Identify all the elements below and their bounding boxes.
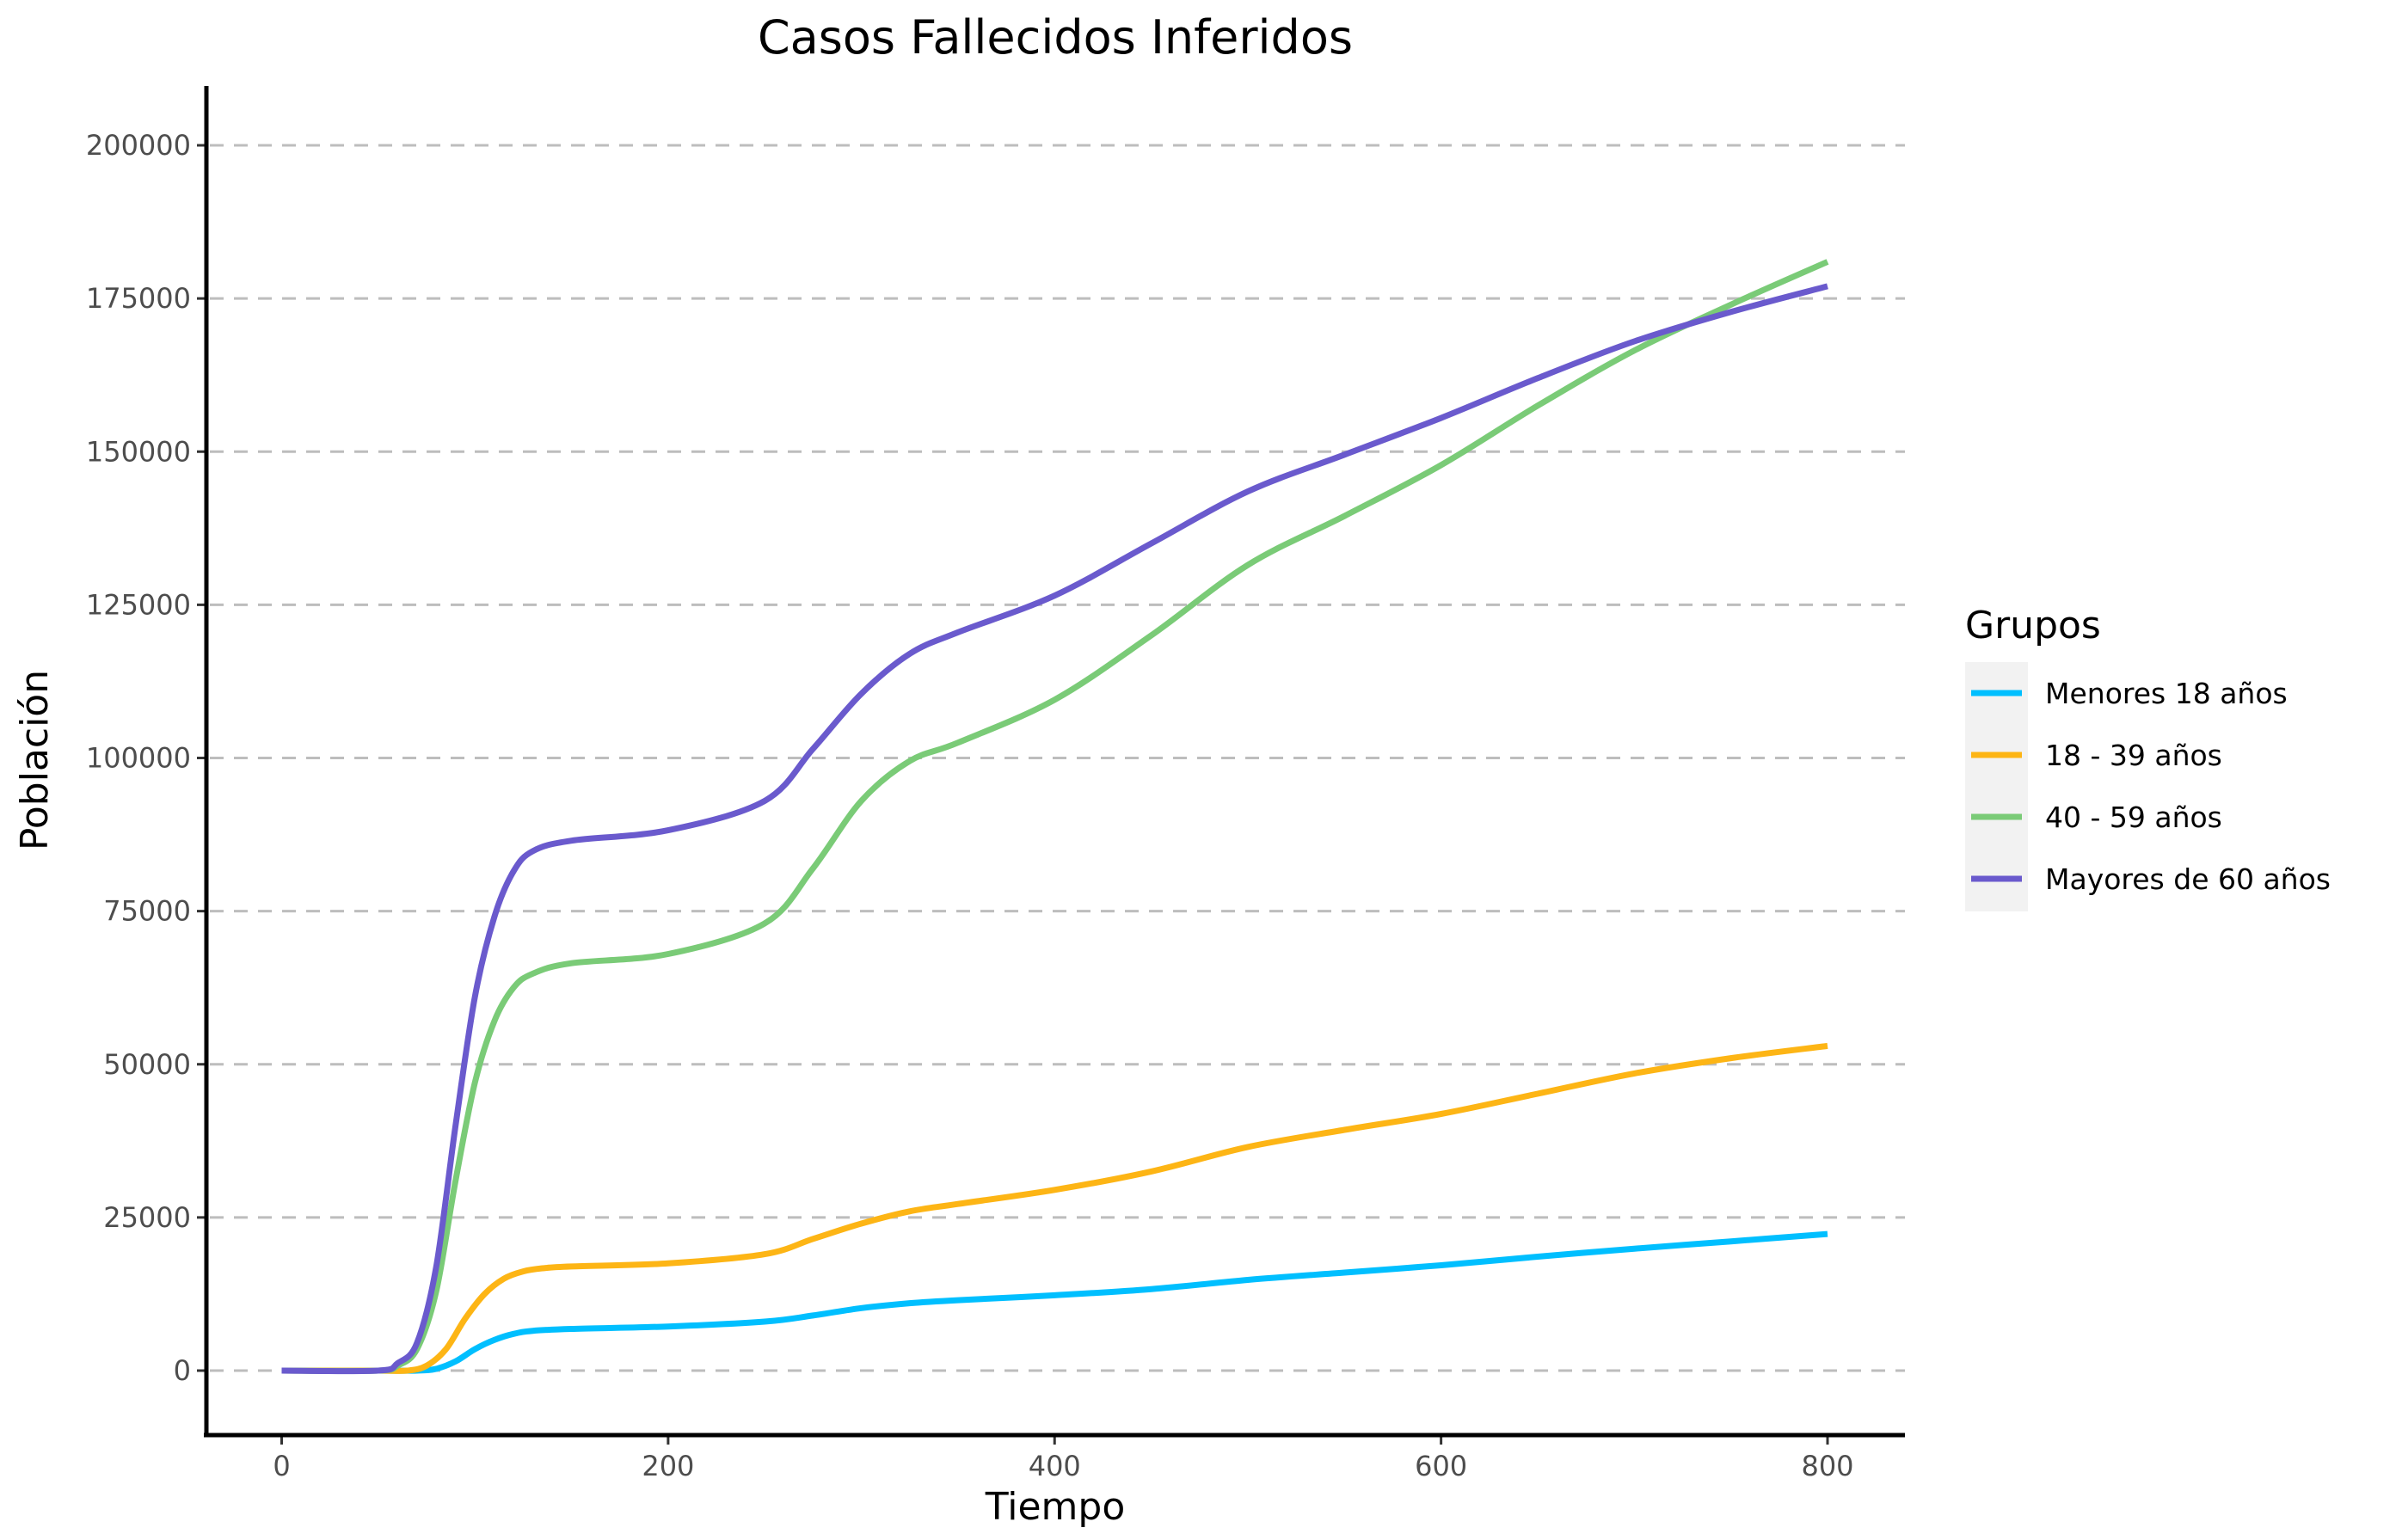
- legend-label: Menores 18 años: [2045, 677, 2288, 710]
- x-tick-label: 0: [273, 1450, 290, 1482]
- y-tick-label: 150000: [86, 435, 191, 468]
- x-axis-title: Tiempo: [985, 1485, 1126, 1529]
- y-axis-ticks: 0 25000 50000 75000 100000 125000 150000 175000…: [86, 129, 206, 1387]
- series-line-mayores-de-60-a-os: [281, 283, 1828, 1375]
- legend-label: Mayores de 60 años: [2045, 862, 2331, 896]
- legend: Grupos Menores 18 años 18 - 39 años 40 - 5…: [1965, 604, 2331, 911]
- legend-label: 18 - 39 años: [2045, 739, 2222, 772]
- series-lines: [281, 259, 1829, 1375]
- series-line-menores-18-a-os: [281, 1230, 1828, 1374]
- legend-items: Menores 18 años 18 - 39 años 40 - 59 años M…: [1971, 677, 2331, 896]
- y-tick-label: 125000: [86, 588, 191, 621]
- legend-key-background: [1965, 662, 2028, 911]
- y-tick-label: 50000: [103, 1048, 191, 1081]
- y-tick-label: 0: [174, 1354, 191, 1387]
- legend-title: Grupos: [1965, 604, 2101, 647]
- y-tick-label: 100000: [86, 742, 191, 775]
- series-line-40-59-a-os: [281, 259, 1829, 1374]
- x-tick-label: 600: [1415, 1450, 1467, 1482]
- chart-title: Casos Fallecidos Inferidos: [758, 10, 1353, 64]
- y-tick-label: 175000: [86, 282, 191, 315]
- y-tick-label: 200000: [86, 129, 191, 162]
- series-line-18-39-a-os: [281, 1042, 1828, 1374]
- x-tick-label: 200: [642, 1450, 694, 1482]
- y-tick-label: 75000: [103, 895, 191, 928]
- y-tick-label: 25000: [103, 1201, 191, 1234]
- x-axis-ticks: 0 200 400 600 800: [273, 1435, 1854, 1482]
- gridlines: [210, 144, 1905, 1372]
- y-axis-title: Población: [13, 670, 57, 850]
- legend-label: 40 - 59 años: [2045, 801, 2222, 834]
- x-tick-label: 400: [1029, 1450, 1081, 1482]
- x-tick-label: 800: [1801, 1450, 1853, 1482]
